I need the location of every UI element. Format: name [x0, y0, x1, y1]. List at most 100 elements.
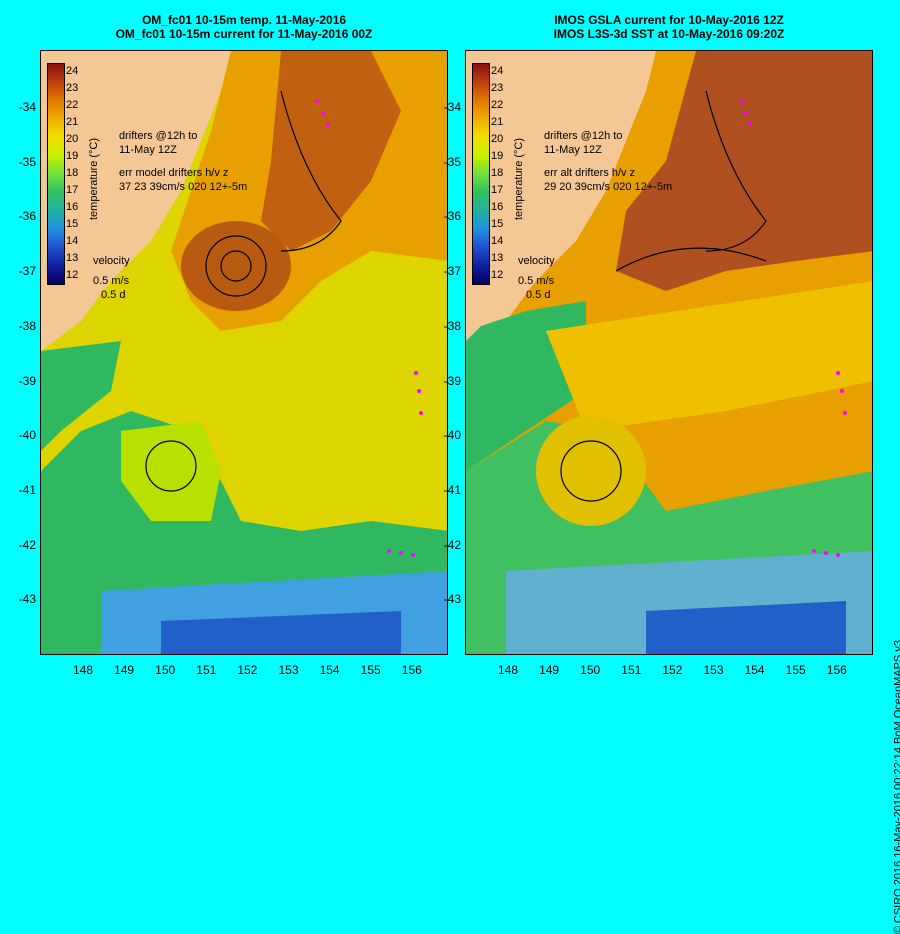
right-title-line1: IMOS GSLA current for 10-May-2016 12Z [554, 13, 784, 27]
colorbar-tick-label: 14 [66, 235, 79, 247]
left-title-line2: OM_fc01 10-15m current for 11-May-2016 0… [115, 27, 373, 41]
colorbar-tick-label: 23 [491, 82, 504, 94]
longitude-tick-label: 150 [580, 663, 601, 677]
longitude-tick-label: 156 [826, 663, 847, 677]
colorbar-tick-label: 22 [491, 99, 504, 111]
latitude-tick-label: -39 [443, 373, 461, 388]
latitude-tick-label: -43 [18, 592, 36, 607]
colorbar-tick-label: 14 [491, 235, 504, 247]
cool-eddy-ring [121, 421, 221, 521]
colorbar-tick-label: 24 [491, 65, 504, 77]
latitude-tick-label: -38 [18, 318, 36, 333]
colorbar-tick-label: 13 [66, 252, 79, 264]
left-drifters-legend: drifters @12h to 11-May 12Z [119, 130, 198, 156]
right-map-svg [466, 51, 872, 654]
colorbar-tick-label: 19 [66, 150, 79, 162]
colorbar-tick-label: 21 [66, 116, 79, 128]
drifter-points [740, 99, 847, 557]
longitude-tick-label: 151 [621, 663, 642, 677]
latitude-tick-label: -42 [18, 537, 36, 552]
coast-land [41, 51, 226, 341]
left-colorbar [47, 63, 65, 285]
right-map-panel: drifters @12h to 11-May 12Z err alt drif… [465, 50, 873, 655]
longitude-tick-label: 148 [497, 663, 519, 677]
right-colorbar [472, 63, 490, 285]
mid-yellow [546, 281, 872, 431]
warm-core-north [616, 51, 872, 291]
colorbar-tick-label: 22 [66, 99, 79, 111]
latitude-tick-label: -36 [443, 209, 461, 224]
right-velocity-label: velocity [518, 255, 555, 267]
longitude-tick-label: 156 [401, 663, 422, 677]
latitude-tick-label: -41 [443, 482, 461, 497]
latitude-tick-label: -41 [18, 482, 36, 497]
colorbar-tick-label: 21 [491, 116, 504, 128]
left-error-legend: err model drifters h/v z 37 23 39cm/s 02… [119, 167, 248, 193]
right-colorbar-title: temperature (°C) [513, 137, 525, 220]
longitude-tick-label: 155 [785, 663, 806, 677]
latitude-tick-label: -36 [18, 209, 36, 224]
left-colorbar-title: temperature (°C) [88, 137, 100, 220]
longitude-tick-label: 154 [319, 663, 340, 677]
current-vectors [560, 90, 767, 502]
warm-core-north [261, 51, 401, 251]
longitude-tick-label: 148 [72, 663, 94, 677]
latitude-tick-label: -43 [443, 592, 461, 607]
colorbar-tick-label: 24 [66, 65, 79, 77]
longitude-tick-label: 152 [237, 663, 258, 677]
longitude-tick-label: 151 [196, 663, 217, 677]
latitude-tick-label: -34 [18, 100, 36, 114]
latitude-tick-label: -40 [443, 428, 461, 443]
left-velocity-scale: 0.5 m/s [93, 275, 130, 287]
colorbar-tick-label: 18 [66, 167, 79, 179]
right-drifters-legend: drifters @12h to 11-May 12Z [544, 130, 623, 156]
latitude-tick-label: -40 [18, 428, 36, 443]
colorbar-tick-label: 12 [491, 269, 504, 281]
colorbar-tick-label: 19 [491, 150, 504, 162]
cool-eddy-ring [536, 416, 646, 526]
colorbar-tick-label: 17 [491, 184, 504, 196]
left-velocity-time: 0.5 d [101, 289, 126, 301]
credit-text: © CSIRO 2016 16-May-2016 00:22:14 BoM Oc… [892, 640, 900, 934]
latitude-tick-label: -38 [443, 318, 461, 333]
longitude-tick-label: 153 [703, 663, 724, 677]
latitude-tick-label: -35 [443, 154, 461, 169]
longitude-tick-label: 149 [114, 663, 135, 677]
left-title-line1: OM_fc01 10-15m temp. 11-May-2016 [141, 13, 347, 27]
right-title-line2: IMOS L3S-3d SST at 10-May-2016 09:20Z [553, 27, 785, 41]
colorbar-tick-label: 13 [491, 252, 504, 264]
colorbar-tick-label: 15 [66, 218, 79, 230]
colorbar-tick-label: 16 [66, 201, 79, 213]
right-velocity-time: 0.5 d [526, 289, 551, 301]
longitude-tick-label: 153 [278, 663, 299, 677]
latitude-tick-label: -39 [18, 373, 36, 388]
colorbar-tick-label: 15 [491, 218, 504, 230]
cool-coastal-north [41, 341, 121, 451]
latitude-tick-label: -37 [18, 264, 36, 279]
cold-water-deep [646, 601, 846, 654]
latitude-tick-label: -37 [443, 264, 461, 279]
left-map-svg [41, 51, 447, 654]
drifter-points [315, 99, 423, 557]
latitude-tick-label: -35 [18, 154, 36, 169]
left-map-panel: drifters @12h to 11-May 12Z err model dr… [40, 50, 448, 655]
latitude-tick-label: -34 [443, 100, 461, 114]
coast-land [466, 51, 651, 341]
right-error-legend: err alt drifters h/v z 29 20 39cm/s 020 … [544, 167, 673, 193]
current-vectors [145, 90, 342, 492]
longitude-tick-label: 150 [155, 663, 176, 677]
longitude-tick-label: 155 [360, 663, 381, 677]
right-velocity-scale: 0.5 m/s [518, 275, 555, 287]
colorbar-tick-label: 16 [491, 201, 504, 213]
longitude-tick-label: 152 [662, 663, 683, 677]
colorbar-tick-label: 20 [66, 133, 79, 145]
longitude-tick-label: 154 [744, 663, 765, 677]
warm-core-eddy [181, 221, 291, 311]
colorbar-tick-label: 12 [66, 269, 79, 281]
longitude-tick-label: 149 [539, 663, 560, 677]
cold-water-deep [161, 611, 401, 654]
left-velocity-label: velocity [93, 255, 130, 267]
colorbar-tick-label: 23 [66, 82, 79, 94]
latitude-tick-label: -42 [443, 537, 461, 552]
colorbar-tick-label: 18 [491, 167, 504, 179]
